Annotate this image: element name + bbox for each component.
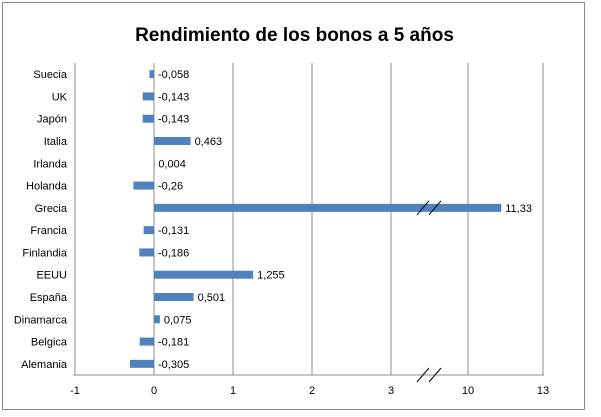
x-tick-label: 10 <box>462 385 474 397</box>
bar <box>154 315 160 324</box>
chart-title: Rendimiento de los bonos a 5 años <box>135 25 454 46</box>
bar <box>154 293 194 301</box>
y-category-label: Japón <box>37 114 67 126</box>
bar <box>154 203 502 212</box>
x-tick-label: 0 <box>151 385 157 397</box>
bar <box>154 270 254 279</box>
bar <box>133 181 154 190</box>
data-label: 11,33 <box>505 203 532 215</box>
bar <box>139 248 154 257</box>
y-category-label: España <box>30 292 68 304</box>
x-tick-label: 1 <box>230 385 236 397</box>
data-label: -0,186 <box>158 247 189 259</box>
bar <box>149 70 154 79</box>
x-tick-label: 13 <box>537 385 549 397</box>
y-category-label: UK <box>52 91 68 103</box>
bar <box>142 92 154 101</box>
data-label: -0,131 <box>158 225 189 237</box>
axis-break-mark <box>428 367 442 383</box>
x-tick-label: 2 <box>309 385 315 397</box>
bar <box>154 159 155 168</box>
data-label: -0,058 <box>158 69 189 81</box>
bar <box>142 114 154 123</box>
axis-break-mark <box>416 200 430 216</box>
x-tick-label: 3 <box>388 385 394 397</box>
data-label: 0,075 <box>164 314 192 326</box>
axis-break-mark <box>428 200 442 216</box>
data-label: -0,181 <box>158 337 189 349</box>
x-tick-label: -1 <box>70 385 80 397</box>
bar <box>154 137 191 145</box>
y-category-label: Dinamarca <box>14 314 68 326</box>
axis-break-mark <box>416 367 430 383</box>
y-category-label: Suecia <box>33 69 68 81</box>
data-label: -0,26 <box>158 181 183 193</box>
chart-frame: Rendimiento de los bonos a 5 años -1 0 1 2 3… <box>2 2 585 410</box>
y-category-label: EEUU <box>36 270 67 282</box>
data-label: 1,255 <box>257 270 285 282</box>
y-category-label: Irlanda <box>33 158 68 170</box>
y-category-label: Grecia <box>35 203 68 215</box>
data-label: 0,004 <box>158 158 186 170</box>
data-label: 0,463 <box>195 136 223 148</box>
y-category-label: Finlandia <box>22 247 68 259</box>
bar-chart: -1 0 1 2 3 10 13 Suecia -0,058 UK -0,143 Japón -0,14… <box>14 63 549 397</box>
bar <box>143 226 154 235</box>
y-category-label: Holanda <box>26 181 68 193</box>
bar <box>129 359 154 368</box>
y-category-label: Belgica <box>31 337 68 349</box>
data-label: -0,305 <box>158 359 189 371</box>
data-label: -0,143 <box>158 91 189 103</box>
bar <box>139 337 154 346</box>
y-category-label: Italia <box>44 136 68 148</box>
data-label: 0,501 <box>198 292 226 304</box>
y-category-label: Francia <box>30 225 68 237</box>
y-category-label: Alemania <box>21 359 68 371</box>
data-label: -0,143 <box>158 114 189 126</box>
